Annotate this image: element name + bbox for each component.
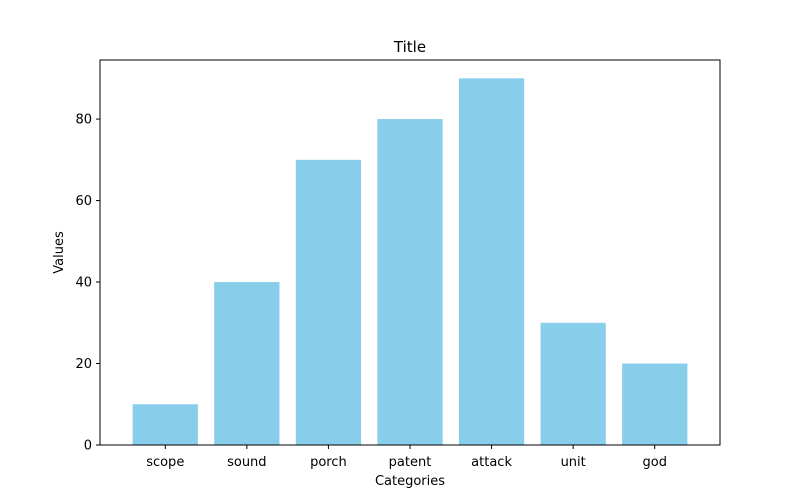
y-tick-label-80: 80	[75, 113, 92, 128]
bar-god	[622, 363, 688, 445]
bars-group	[132, 78, 688, 445]
bar-porch	[295, 159, 362, 445]
bar-scope	[132, 404, 198, 445]
chart-title: Title	[393, 38, 426, 56]
x-tick-label-scope: scope	[146, 455, 184, 470]
y-tick-label-20: 20	[75, 357, 92, 372]
y-tick-label-60: 60	[75, 194, 92, 209]
y-axis-label: Values	[52, 231, 67, 274]
x-tick-label-unit: unit	[561, 455, 586, 470]
bar-sound	[214, 282, 280, 445]
x-axis-label: Categories	[375, 474, 445, 489]
x-tick-label-attack: attack	[471, 455, 512, 470]
bar-patent	[377, 119, 443, 445]
y-axis: 0 20 40 60 80	[75, 113, 100, 454]
x-tick-label-patent: patent	[389, 455, 432, 470]
bar-unit	[540, 322, 606, 445]
y-tick-label-0: 0	[84, 439, 92, 454]
x-axis: scope sound porch patent attack unit god	[146, 445, 667, 470]
x-tick-label-god: god	[643, 455, 667, 470]
x-tick-label-sound: sound	[227, 455, 266, 470]
y-tick-label-40: 40	[75, 276, 92, 291]
bar-attack	[458, 78, 525, 445]
x-tick-label-porch: porch	[310, 455, 347, 470]
